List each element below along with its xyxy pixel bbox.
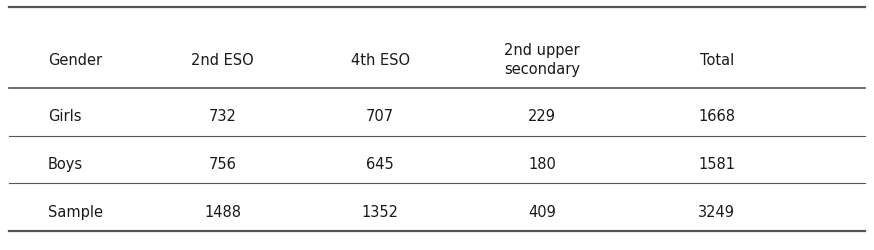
Text: 3249: 3249 — [698, 204, 735, 219]
Text: Sample: Sample — [48, 204, 103, 219]
Text: 2nd ESO: 2nd ESO — [191, 52, 254, 68]
Text: 409: 409 — [528, 204, 556, 219]
Text: 756: 756 — [209, 156, 237, 171]
Text: 732: 732 — [209, 109, 237, 124]
Text: 2nd upper
secondary: 2nd upper secondary — [504, 43, 579, 77]
Text: 645: 645 — [366, 156, 394, 171]
Text: Girls: Girls — [48, 109, 81, 124]
Text: 1581: 1581 — [698, 156, 735, 171]
Text: 707: 707 — [366, 109, 394, 124]
Text: 1352: 1352 — [362, 204, 399, 219]
Text: 1488: 1488 — [205, 204, 241, 219]
Text: 229: 229 — [528, 109, 556, 124]
Text: Boys: Boys — [48, 156, 83, 171]
Text: 4th ESO: 4th ESO — [350, 52, 410, 68]
Text: 180: 180 — [528, 156, 556, 171]
Text: 1668: 1668 — [698, 109, 735, 124]
Text: Total: Total — [699, 52, 734, 68]
Text: Gender: Gender — [48, 52, 102, 68]
